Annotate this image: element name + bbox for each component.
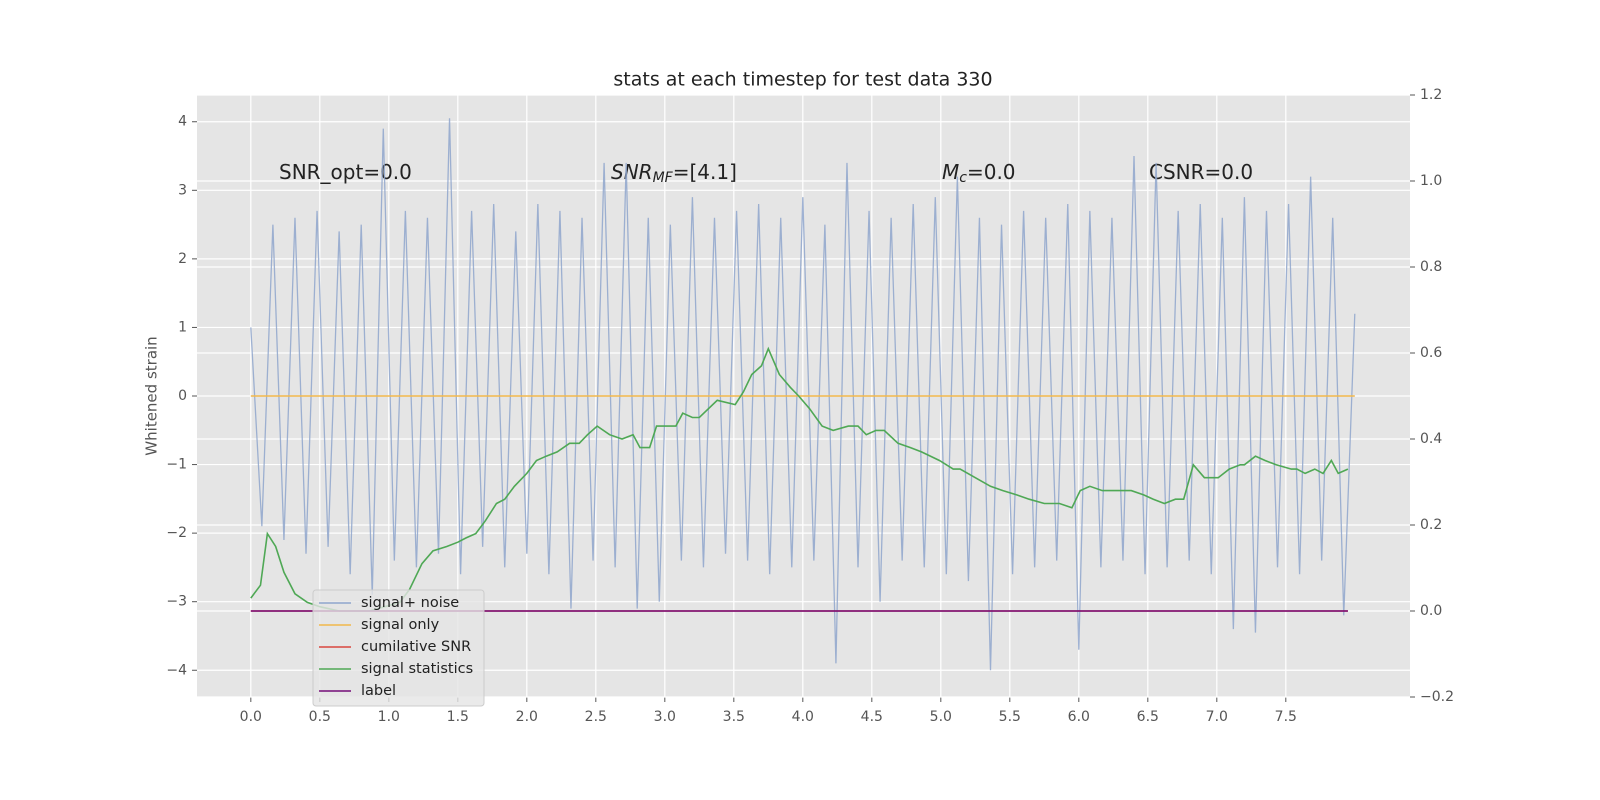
x-tick-label: 2.5 — [585, 709, 607, 725]
y-axis-label: Whitened strain — [143, 336, 161, 455]
y2-tick-label: 0.6 — [1420, 345, 1442, 361]
legend-label: label — [361, 683, 396, 699]
y-tick-label: 3 — [178, 182, 187, 198]
x-tick-label: 0.5 — [309, 709, 331, 725]
annotation-part: SNR — [611, 160, 653, 184]
legend-label: signal+ noise — [361, 595, 459, 611]
x-tick-label: 3.5 — [723, 709, 745, 725]
chart-title: stats at each timestep for test data 330 — [613, 69, 992, 91]
legend-label: cumilative SNR — [361, 639, 471, 655]
legend-label: signal statistics — [361, 661, 473, 677]
x-tick-label: 5.5 — [999, 709, 1021, 725]
x-tick-label: 4.0 — [792, 709, 814, 725]
x-tick-label: 1.5 — [447, 709, 469, 725]
y-tick-label: −2 — [166, 525, 187, 541]
y2-tick-label: −0.2 — [1420, 689, 1454, 705]
series-line — [250, 346, 1349, 612]
x-tick-label: 7.5 — [1275, 709, 1297, 725]
annotation: SNRMF=[4.1] — [611, 160, 737, 187]
legend-box — [312, 589, 485, 707]
legend-label: signal only — [361, 617, 440, 633]
y2-tick-label: 1.2 — [1420, 87, 1442, 103]
y-tick-label: 4 — [178, 114, 187, 130]
annotation-part: MF — [653, 170, 674, 186]
annotation-part: M — [942, 160, 959, 184]
y2-tick-label: 0.0 — [1420, 603, 1442, 619]
y-tick-label: 1 — [178, 319, 187, 335]
x-tick-label: 3.0 — [654, 709, 676, 725]
annotation: CSNR=0.0 — [1149, 160, 1253, 184]
x-tick-label: 4.5 — [861, 709, 883, 725]
annotation: Mc=0.0 — [942, 160, 1016, 187]
x-tick-label: 0.0 — [240, 709, 262, 725]
annotation-part: =[4.1] — [673, 160, 737, 184]
y2-tick-label: 0.4 — [1420, 431, 1442, 447]
annotation: SNR_opt=0.0 — [279, 160, 412, 184]
y-tick-label: −4 — [166, 662, 187, 678]
annotation-part: CSNR=0.0 — [1149, 160, 1253, 184]
annotation-part: =0.0 — [967, 160, 1016, 184]
y-tick-label: −3 — [166, 594, 187, 610]
y2-tick-label: 0.2 — [1420, 517, 1442, 533]
y-tick-label: 0 — [178, 388, 187, 404]
annotation-part: SNR_opt=0.0 — [279, 160, 412, 184]
y-tick-label: 2 — [178, 251, 187, 267]
annotation-part: c — [959, 170, 967, 186]
x-tick-label: 6.5 — [1137, 709, 1159, 725]
x-tick-label: 7.0 — [1206, 709, 1228, 725]
x-tick-label: 2.0 — [516, 709, 538, 725]
y-tick-label: −1 — [166, 457, 187, 473]
y2-tick-label: 1.0 — [1420, 173, 1442, 189]
x-tick-label: 6.0 — [1068, 709, 1090, 725]
x-tick-label: 5.0 — [930, 709, 952, 725]
series-line — [250, 118, 1356, 671]
y2-tick-label: 0.8 — [1420, 259, 1442, 275]
x-tick-label: 1.0 — [378, 709, 400, 725]
